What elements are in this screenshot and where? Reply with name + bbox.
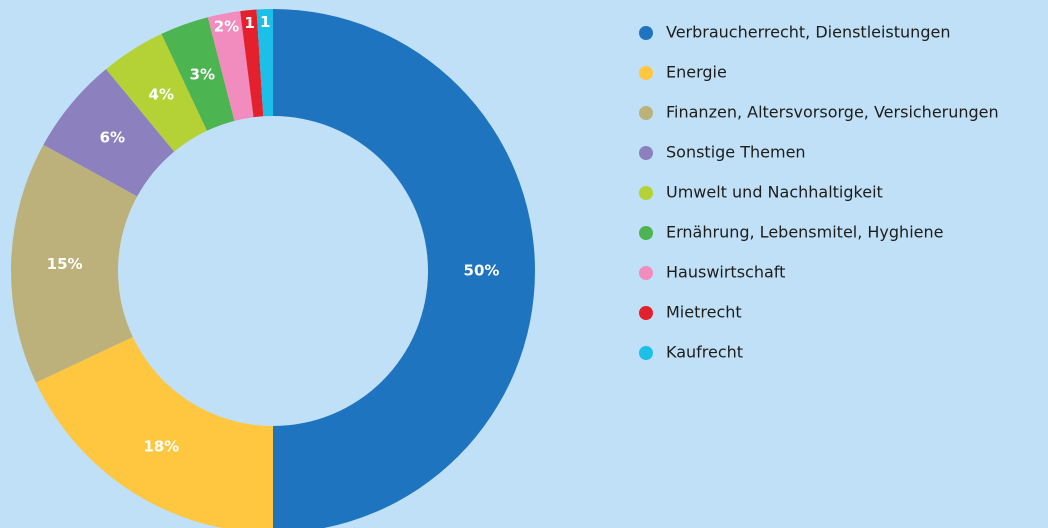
legend-marker xyxy=(639,106,653,120)
legend-marker xyxy=(639,26,653,40)
legend-label: Finanzen, Altersvorsorge, Versicherungen xyxy=(666,103,999,122)
slice-label: 15% xyxy=(47,255,83,273)
legend-marker xyxy=(639,226,653,240)
legend-marker xyxy=(639,146,653,160)
legend-marker xyxy=(639,266,653,280)
donut-slice xyxy=(105,33,208,152)
donut-slice xyxy=(240,9,264,118)
donut-slice xyxy=(10,144,138,383)
legend-marker xyxy=(639,186,653,200)
legend-label: Hauswirtschaft xyxy=(666,263,785,282)
slice-label: 4% xyxy=(149,85,174,103)
donut-slice xyxy=(161,17,235,131)
slice-label: 3% xyxy=(190,65,215,83)
donut-slice xyxy=(273,9,535,528)
donut-slice xyxy=(207,11,254,121)
legend-label: Kaufrecht xyxy=(666,343,743,362)
slice-label: 1 xyxy=(260,13,270,31)
legend-label: Energie xyxy=(666,63,727,82)
slice-label: 2% xyxy=(214,17,239,35)
donut-slice xyxy=(35,336,273,528)
slice-label: 6% xyxy=(100,129,125,147)
legend-marker xyxy=(639,346,653,360)
donut-slice xyxy=(256,9,273,117)
legend-marker xyxy=(639,306,653,320)
slice-label: 18% xyxy=(143,438,179,456)
legend-label: Mietrecht xyxy=(666,303,742,322)
legend-label: Sonstige Themen xyxy=(666,143,806,162)
slice-label: 1 xyxy=(244,14,254,32)
legend-label: Ernährung, Lebensmitel, Hyghiene xyxy=(666,223,943,242)
donut-slice xyxy=(43,69,175,197)
legend-marker xyxy=(639,66,653,80)
slice-label: 50% xyxy=(464,262,500,280)
legend-label: Verbraucherrecht, Dienstleistungen xyxy=(666,23,950,42)
legend-label: Umwelt und Nachhaltigkeit xyxy=(666,183,883,202)
